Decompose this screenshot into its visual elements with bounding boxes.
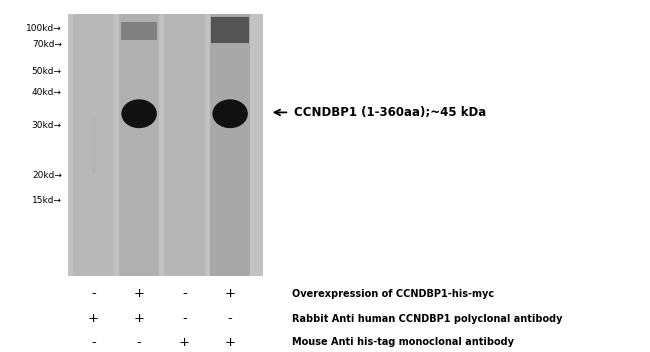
- Bar: [73, 14, 114, 276]
- Bar: [68, 14, 263, 276]
- Text: -: -: [91, 288, 96, 300]
- Text: www.ptglab.com: www.ptglab.com: [91, 116, 98, 174]
- Text: +: +: [88, 312, 99, 325]
- Ellipse shape: [213, 99, 248, 128]
- Bar: [119, 14, 159, 276]
- Bar: [121, 22, 157, 40]
- Text: +: +: [225, 336, 235, 348]
- Text: -: -: [182, 312, 187, 325]
- Text: -: -: [91, 336, 96, 348]
- Text: +: +: [225, 288, 235, 300]
- Text: Overexpression of CCNDBP1-his-myc: Overexpression of CCNDBP1-his-myc: [292, 289, 495, 299]
- Text: 70kd→: 70kd→: [32, 40, 62, 49]
- Text: -: -: [182, 288, 187, 300]
- Ellipse shape: [122, 99, 157, 128]
- Text: +: +: [134, 312, 144, 325]
- Text: CCNDBP1 (1-360aa);~45 kDa: CCNDBP1 (1-360aa);~45 kDa: [294, 106, 486, 119]
- Bar: [210, 14, 250, 276]
- Text: 20kd→: 20kd→: [32, 171, 62, 180]
- Text: -: -: [136, 336, 142, 348]
- Text: 100kd→: 100kd→: [26, 24, 62, 33]
- Text: 30kd→: 30kd→: [32, 121, 62, 130]
- Text: -: -: [227, 312, 233, 325]
- Text: 15kd→: 15kd→: [32, 196, 62, 205]
- Bar: [211, 17, 249, 43]
- Text: 40kd→: 40kd→: [32, 88, 62, 97]
- Text: Rabbit Anti human CCNDBP1 polyclonal antibody: Rabbit Anti human CCNDBP1 polyclonal ant…: [292, 314, 563, 323]
- Text: +: +: [179, 336, 190, 348]
- Text: +: +: [134, 288, 144, 300]
- Text: Mouse Anti his-tag monoclonal antibody: Mouse Anti his-tag monoclonal antibody: [292, 337, 515, 347]
- Text: 50kd→: 50kd→: [32, 67, 62, 76]
- Bar: [164, 14, 205, 276]
